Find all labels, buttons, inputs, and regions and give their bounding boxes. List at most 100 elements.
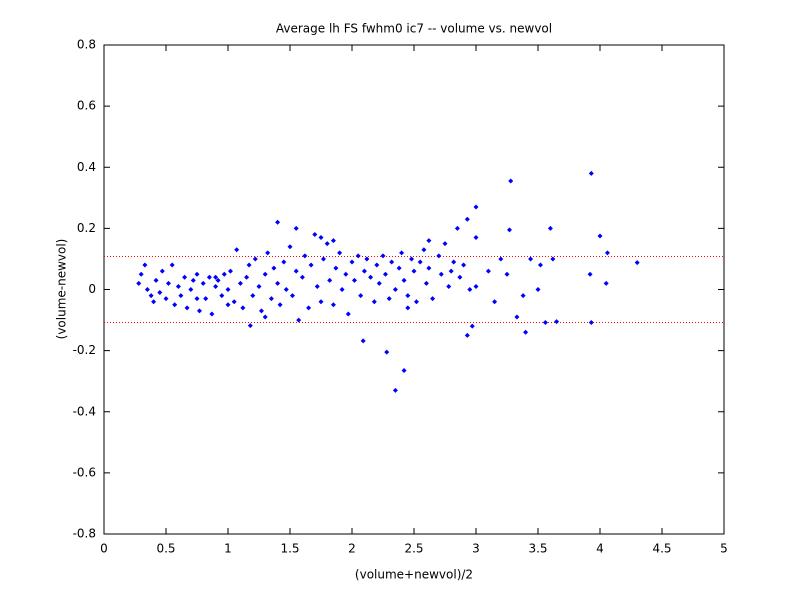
point	[225, 302, 231, 308]
point	[196, 308, 202, 314]
point	[349, 259, 355, 265]
point	[215, 277, 221, 283]
point	[588, 320, 594, 326]
point	[157, 290, 163, 296]
point	[339, 287, 345, 292]
point	[144, 287, 150, 292]
point	[221, 271, 227, 277]
x-tick-label: 3.5	[528, 542, 547, 556]
y-tick-label: -0.2	[73, 343, 96, 357]
point	[464, 332, 470, 338]
point	[528, 256, 534, 262]
point	[401, 367, 407, 373]
point	[262, 271, 268, 277]
point	[153, 277, 159, 283]
point	[188, 287, 194, 292]
x-tick-label: 4	[596, 542, 604, 556]
point	[430, 296, 436, 302]
point	[492, 299, 498, 305]
point	[244, 274, 250, 280]
point	[333, 265, 339, 271]
point	[473, 283, 479, 289]
point	[287, 244, 293, 250]
point	[306, 305, 312, 311]
point	[178, 293, 184, 299]
x-tick-label: 2.5	[404, 542, 423, 556]
point	[358, 293, 364, 299]
x-tick-label: 1.5	[280, 542, 299, 556]
y-tick-label: -0.6	[73, 465, 96, 479]
point	[320, 256, 326, 262]
point	[396, 265, 402, 271]
point	[550, 256, 556, 262]
point	[351, 277, 357, 283]
point	[343, 271, 349, 277]
point	[330, 302, 336, 308]
point	[467, 287, 473, 292]
point	[473, 204, 479, 210]
point	[219, 293, 225, 299]
point	[457, 274, 463, 280]
point	[604, 250, 610, 256]
point	[182, 274, 188, 280]
point	[293, 268, 299, 274]
y-tick-label: 0.6	[77, 99, 96, 113]
point	[448, 268, 454, 274]
point	[203, 296, 209, 302]
point	[252, 256, 258, 262]
point	[537, 262, 543, 268]
point	[446, 283, 452, 289]
point	[421, 247, 427, 253]
point	[165, 280, 171, 286]
point	[392, 387, 398, 393]
point	[299, 274, 305, 280]
point	[508, 178, 514, 184]
point	[213, 283, 219, 289]
point	[454, 225, 460, 231]
point	[485, 268, 491, 274]
point	[426, 265, 432, 271]
point	[364, 256, 370, 262]
point	[634, 260, 640, 266]
y-tick-label: 0.4	[77, 160, 96, 174]
point	[283, 287, 289, 292]
point	[163, 296, 169, 302]
point	[151, 299, 157, 305]
point	[159, 268, 165, 274]
point	[231, 299, 237, 305]
point	[411, 268, 417, 274]
point	[194, 271, 200, 277]
point	[603, 280, 609, 286]
y-tick-label: -0.8	[73, 527, 96, 541]
point	[392, 287, 398, 292]
x-tick-label: 5	[720, 542, 728, 556]
point	[547, 225, 553, 231]
point	[523, 329, 529, 335]
point	[360, 338, 366, 344]
point	[405, 305, 411, 311]
y-tick-label: 0	[88, 282, 96, 296]
point	[246, 262, 252, 268]
x-tick-label: 4.5	[652, 542, 671, 556]
point	[506, 227, 512, 233]
point	[190, 277, 196, 283]
point	[142, 262, 148, 268]
point	[376, 280, 382, 286]
point	[542, 320, 548, 326]
point	[361, 268, 367, 274]
point	[389, 259, 395, 265]
point	[206, 274, 212, 280]
point	[587, 271, 593, 277]
point	[296, 317, 302, 323]
point	[413, 299, 419, 305]
point	[371, 299, 377, 305]
point	[423, 280, 429, 286]
y-axis-label: (volume-newvol)	[55, 239, 69, 340]
point	[250, 293, 256, 299]
point	[520, 293, 526, 299]
point	[318, 235, 324, 241]
point	[337, 250, 343, 256]
x-tick-label: 0	[100, 542, 108, 556]
y-tick-label: 0.8	[77, 38, 96, 52]
